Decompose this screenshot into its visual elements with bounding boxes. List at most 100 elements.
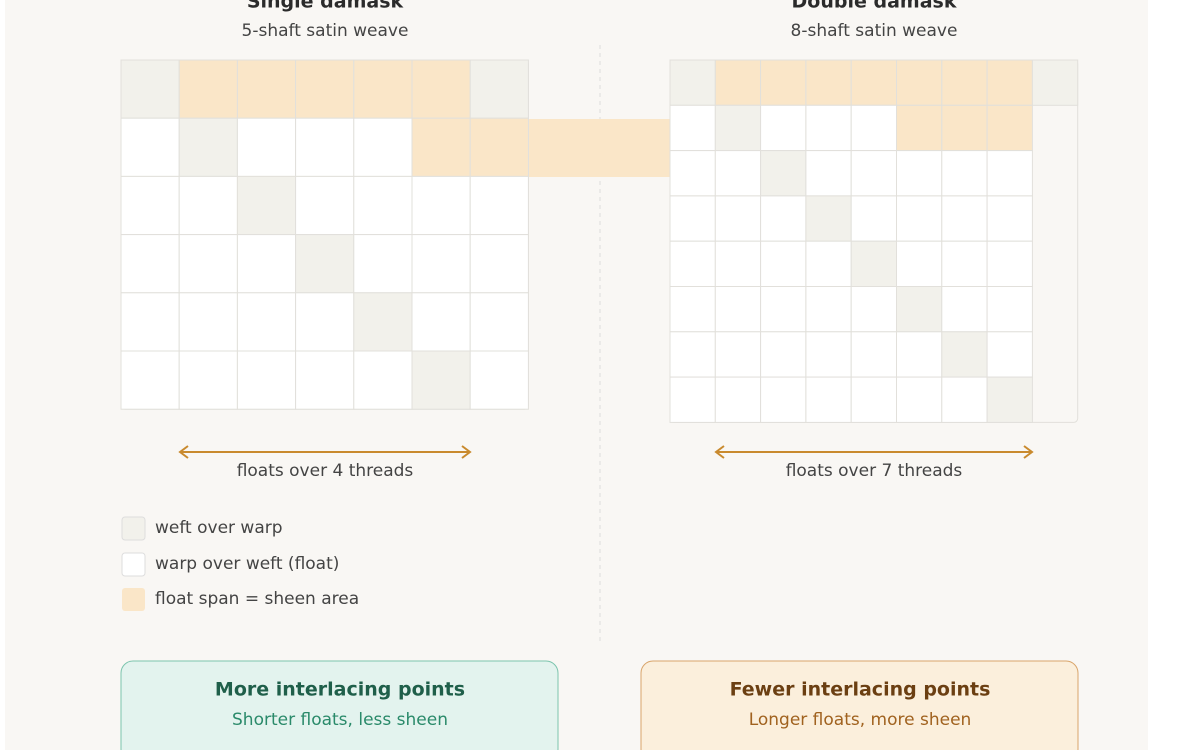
weave-cell <box>805 150 852 197</box>
weave-cell <box>986 286 1033 333</box>
weave-cell <box>178 175 238 236</box>
weave-cell <box>941 195 988 242</box>
weave-cell <box>850 376 898 423</box>
weave-cell <box>805 104 852 152</box>
weave-cell <box>469 292 529 352</box>
weave-cell <box>760 376 807 423</box>
weave-cell <box>178 292 238 352</box>
weave-cell <box>411 59 471 119</box>
weave-cell <box>120 175 180 236</box>
weave-cell <box>469 350 529 410</box>
weave-cell <box>896 331 943 378</box>
weave-cell <box>896 59 943 106</box>
float-label: floats over 7 threads <box>786 461 963 481</box>
weave-cell <box>714 150 762 197</box>
weave-cell <box>669 286 716 333</box>
weave-cell <box>850 195 898 242</box>
weave-cell <box>850 104 898 152</box>
weave-cell <box>941 59 988 106</box>
weave-cell <box>805 376 852 423</box>
weave-cell <box>714 104 762 152</box>
weave-cell <box>469 175 529 236</box>
weave-cell <box>896 150 943 197</box>
summary-subtitle: Longer floats, more sheen <box>749 710 972 730</box>
weave-cell <box>295 117 355 177</box>
weave-cell <box>411 292 471 352</box>
weave-cell <box>411 117 471 177</box>
weave-cell <box>669 240 716 287</box>
weave-cell <box>469 59 529 119</box>
weave-cell <box>986 104 1033 152</box>
weave-cell <box>353 117 413 177</box>
weave-cell <box>986 376 1033 423</box>
weave-cell <box>941 376 988 423</box>
weave-cell <box>1031 59 1079 106</box>
sheen-band <box>529 119 670 177</box>
weave-cell <box>353 234 413 294</box>
weave-cell <box>295 234 355 294</box>
weave-cell <box>986 240 1033 287</box>
weave-cell <box>714 376 762 423</box>
weave-cell <box>669 104 716 152</box>
weave-cell <box>353 350 413 410</box>
weave-cell <box>295 175 355 236</box>
panel-title: Single damask <box>247 0 404 13</box>
weave-cell <box>120 350 180 410</box>
float-label: floats over 4 threads <box>237 461 414 481</box>
weave-cell <box>411 175 471 236</box>
weave-cell <box>669 376 716 423</box>
weave-cell <box>986 59 1033 106</box>
weave-cell <box>805 286 852 333</box>
weave-cell <box>714 195 762 242</box>
weave-cell <box>469 234 529 294</box>
weave-cell <box>469 117 529 177</box>
weave-cell <box>850 286 898 333</box>
weave-cell <box>236 59 297 119</box>
summary-title: Fewer interlacing points <box>730 679 991 701</box>
weave-cell <box>178 234 238 294</box>
weave-cell <box>760 286 807 333</box>
weave-cell <box>805 59 852 106</box>
weave-cell <box>714 286 762 333</box>
weave-cell <box>941 331 988 378</box>
weave-cell <box>896 104 943 152</box>
weave-cell <box>896 240 943 287</box>
weave-cell <box>986 195 1033 242</box>
legend-swatch <box>121 552 146 577</box>
weave-cell <box>120 292 180 352</box>
weave-cell <box>850 150 898 197</box>
weave-cell <box>714 331 762 378</box>
weave-cell <box>236 234 297 294</box>
legend-label: weft over warp <box>155 518 283 538</box>
weave-cell <box>669 150 716 197</box>
weave-cell <box>120 117 180 177</box>
weave-cell <box>236 292 297 352</box>
weave-cell <box>760 331 807 378</box>
weave-cell <box>295 350 355 410</box>
weave-cell <box>178 350 238 410</box>
weave-cell <box>986 331 1033 378</box>
panel-subtitle: 5-shaft satin weave <box>242 21 409 41</box>
weave-cell <box>805 195 852 242</box>
weave-cell <box>941 104 988 152</box>
weave-cell <box>669 59 716 106</box>
summary-box <box>120 660 559 750</box>
weave-cell <box>714 59 762 106</box>
weave-cell <box>714 240 762 287</box>
legend-swatch <box>121 516 146 541</box>
weave-cell <box>760 104 807 152</box>
weave-cell <box>986 150 1033 197</box>
weave-cell <box>896 286 943 333</box>
weave-cell <box>941 150 988 197</box>
weave-cell <box>760 240 807 287</box>
weave-cell <box>236 350 297 410</box>
weave-cell <box>236 117 297 177</box>
weave-cell <box>178 59 238 119</box>
weave-cell <box>760 59 807 106</box>
weave-cell <box>669 195 716 242</box>
weave-cell <box>236 175 297 236</box>
weave-cell <box>805 331 852 378</box>
weave-cell <box>896 376 943 423</box>
weave-cell <box>941 286 988 333</box>
panel-subtitle: 8-shaft satin weave <box>791 21 958 41</box>
